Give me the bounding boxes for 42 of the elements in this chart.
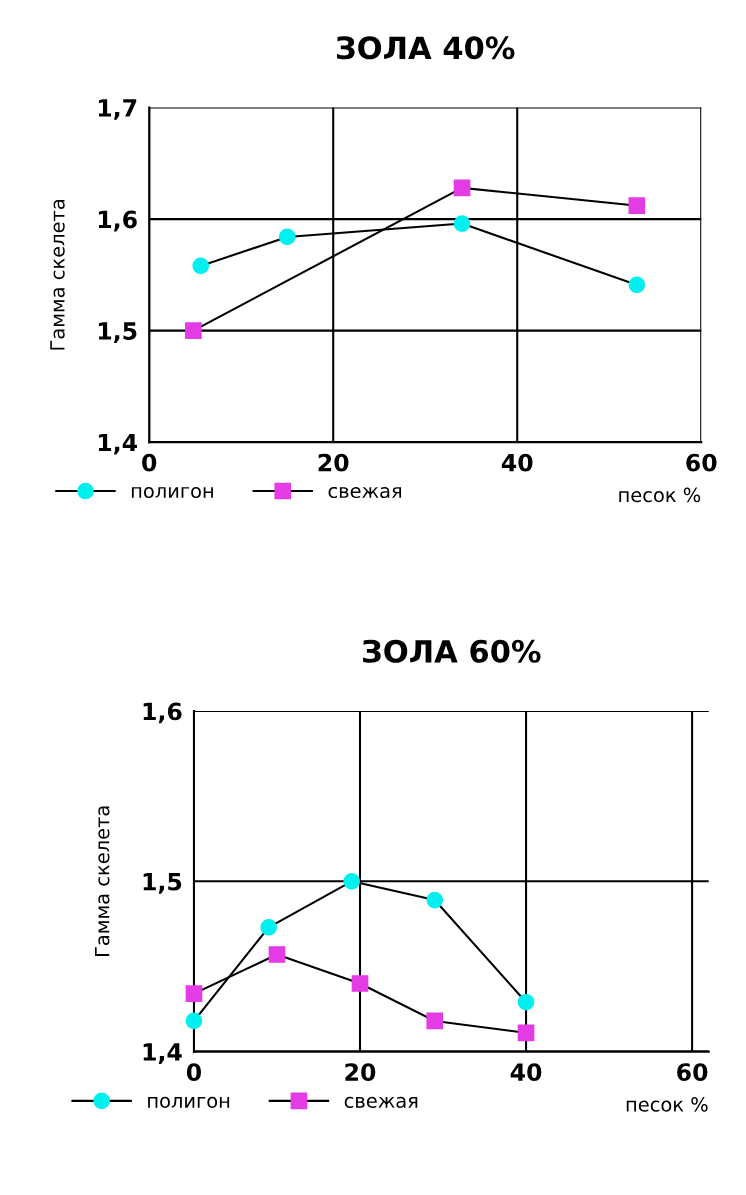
x-axis-title: песок % [626,1097,708,1112]
chart-title: ЗОЛА 40% [336,36,515,60]
chart-title: ЗОЛА 60% [363,639,541,663]
x-tick-label: 60 [686,453,717,472]
point [517,1024,535,1042]
x-tick-label: 0 [186,1063,202,1081]
point [351,975,369,992]
y-tick-label: 1,6 [98,210,137,232]
y-tick-label: 1,5 [143,873,182,894]
point [453,215,471,232]
x-tick-label: 20 [318,453,349,472]
point [453,179,471,197]
x-tick-label: 60 [677,1063,708,1081]
point [185,985,203,1003]
point [260,918,278,936]
point [268,946,286,963]
legend-label: полигон [148,1096,230,1108]
x-axis-title: песок % [619,487,701,503]
x-tick-label: 40 [510,1063,542,1081]
point [628,197,646,215]
legend-label: свежая [344,1096,418,1108]
y-tick-label: 1,4 [143,1043,182,1064]
legend-label: полигон [131,486,213,499]
y-axis-title: Гамма скелета [50,200,65,350]
point [278,228,296,246]
point [185,1012,203,1030]
point [517,993,535,1011]
y-tick-label: 1,5 [98,322,137,343]
point [192,257,210,275]
y-axis-title: Гамма скелета [95,806,110,957]
y-tick-label: 1,6 [143,702,182,724]
x-tick-label: 20 [345,1063,376,1081]
y-tick-label: 1,4 [98,433,138,455]
point [185,322,202,339]
legend-label: свежая [328,486,402,499]
point [426,1012,444,1030]
y-tick-label: 1,7 [98,99,137,120]
point [426,891,444,909]
x-tick-label: 0 [142,453,157,472]
point [628,276,646,294]
point [343,872,361,890]
x-tick-label: 40 [501,453,533,472]
